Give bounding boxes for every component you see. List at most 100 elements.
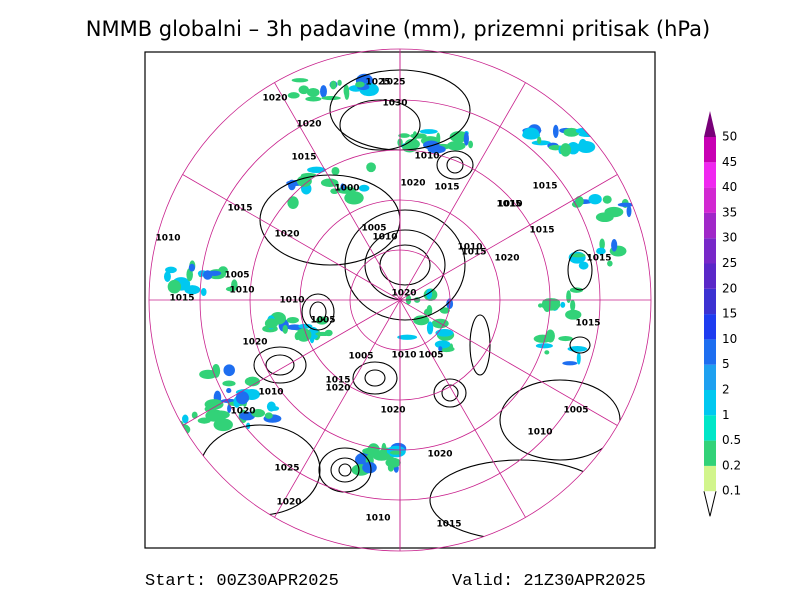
rain-patch — [355, 81, 365, 88]
isobar-label: 1020 — [242, 338, 267, 348]
colorbar-label: 25 — [722, 256, 737, 270]
rain-patch — [287, 92, 300, 99]
rain-patch — [588, 193, 602, 205]
rain-patch — [204, 399, 224, 410]
rain-patch — [576, 352, 581, 365]
colorbar-segment — [704, 415, 716, 441]
rain-patch — [264, 412, 273, 419]
isobar-label: 1015 — [436, 520, 461, 530]
rain-patch — [545, 329, 555, 343]
colorbar-segment — [704, 314, 716, 340]
isobar-label: 1005 — [418, 351, 443, 361]
rain-patch — [434, 340, 451, 349]
rain-patch — [330, 80, 337, 90]
isobar — [301, 293, 335, 331]
isobar-label: 1030 — [382, 99, 407, 109]
rain-patch — [321, 96, 341, 101]
rain-patch — [626, 205, 632, 218]
rain-patch — [307, 166, 326, 174]
rain-patch — [367, 443, 380, 457]
isobar-label: 1010 — [155, 234, 180, 244]
isobar-label: 1010 — [279, 296, 304, 306]
isobar-label: 1020 — [400, 179, 425, 189]
polar-map — [149, 49, 651, 551]
rain-patch — [202, 270, 213, 280]
rain-patch — [225, 286, 237, 292]
isobar — [433, 378, 467, 408]
isobar-label: 1020 — [391, 289, 416, 299]
rain-patch — [344, 87, 350, 100]
isobar — [446, 156, 464, 174]
rain-patch — [578, 138, 587, 151]
colorbar-segment — [704, 390, 716, 416]
colorbar-label: 1 — [722, 408, 730, 422]
colorbar-segment — [704, 187, 716, 213]
isobar — [364, 369, 386, 387]
rain-patch — [569, 287, 584, 293]
colorbar-segment — [704, 364, 716, 390]
colorbar-tail — [703, 491, 711, 517]
rain-patch — [596, 247, 606, 255]
isobar-label: 1020 — [325, 384, 350, 394]
start-time: Start: 00Z30APR2025 — [145, 572, 339, 591]
isobar-label: 1000 — [334, 184, 359, 194]
rain-patch — [544, 350, 550, 355]
rain-patch — [574, 196, 584, 207]
isobar-label: 1025 — [365, 78, 390, 88]
rain-patch — [385, 457, 401, 468]
isobar-label: 1005 — [310, 316, 335, 326]
rain-patch — [535, 343, 553, 349]
colorbar-label: 0.2 — [722, 458, 741, 472]
isobar-label: 1015 — [434, 183, 459, 193]
colorbar-segment — [704, 339, 716, 365]
isobar — [253, 346, 307, 384]
rain-patch — [617, 202, 634, 207]
rain-patch — [565, 309, 582, 320]
rain-patch — [362, 461, 377, 474]
rain-patch — [264, 318, 278, 329]
rain-patch — [426, 304, 433, 316]
isobar — [309, 301, 327, 323]
isobar-label: 1020 — [274, 230, 299, 240]
map-edge — [148, 48, 652, 552]
rain-patch — [282, 324, 288, 334]
isobar — [567, 249, 593, 291]
rain-patch — [562, 361, 578, 366]
isobar-label: 1010 — [229, 286, 254, 296]
isobar — [499, 379, 621, 461]
rain-patch — [239, 411, 256, 421]
rain-patch — [595, 212, 614, 223]
rain-patch — [398, 133, 411, 138]
colorbar-label: 20 — [722, 281, 737, 295]
rain-patch — [188, 263, 196, 272]
isobar — [436, 150, 474, 180]
colorbar-label: 2 — [722, 383, 730, 397]
isobar-label: 1015 — [586, 254, 611, 264]
rain-patch — [607, 260, 613, 267]
rain-patch — [212, 410, 230, 420]
rain-patch — [438, 346, 443, 352]
isobar — [339, 99, 421, 151]
isobar-label: 1010 — [258, 388, 283, 398]
isobar — [338, 463, 352, 477]
isobar-label: 1005 — [361, 224, 386, 234]
isobar-label: 1025 — [274, 464, 299, 474]
isobar-label: 1020 — [276, 498, 301, 508]
isobar-label: 1015 — [532, 182, 557, 192]
isobar-label: 1005 — [224, 271, 249, 281]
rain-patch — [286, 316, 299, 324]
rain-patch — [315, 331, 331, 337]
rain-patch — [298, 85, 310, 95]
isobar — [259, 174, 401, 266]
rain-patch — [184, 285, 201, 295]
rain-patch — [563, 127, 580, 137]
colorbar-segment — [704, 263, 716, 289]
rain-patch — [331, 166, 340, 176]
colorbar-label: 10 — [722, 332, 737, 346]
isobar-label: 1015 — [496, 200, 521, 210]
rain-patch — [223, 364, 235, 377]
rain-patch — [578, 261, 589, 270]
rain-patch — [227, 404, 232, 414]
isobar-label: 1020 — [380, 406, 405, 416]
